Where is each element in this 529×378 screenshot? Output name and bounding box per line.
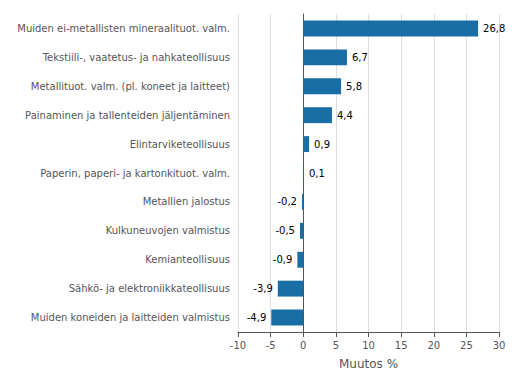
svg-text:-0,2: -0,2 <box>277 196 297 207</box>
svg-text:4,4: 4,4 <box>337 110 353 121</box>
svg-text:10: 10 <box>362 340 375 351</box>
svg-text:Muiden koneiden ja laitteiden: Muiden koneiden ja laitteiden valmistus <box>31 312 230 323</box>
svg-text:Metallituot. valm. (pl. koneet: Metallituot. valm. (pl. koneet ja laitte… <box>31 81 230 92</box>
svg-text:26,8: 26,8 <box>483 23 505 34</box>
svg-text:5,8: 5,8 <box>346 81 362 92</box>
svg-text:-3,9: -3,9 <box>253 283 273 294</box>
svg-text:Kulkuneuvojen valmistus: Kulkuneuvojen valmistus <box>106 225 230 236</box>
svg-text:Kemianteollisuus: Kemianteollisuus <box>145 254 230 265</box>
svg-text:-10: -10 <box>230 340 246 351</box>
svg-text:0: 0 <box>300 340 306 351</box>
svg-text:5: 5 <box>333 340 339 351</box>
svg-text:-4,9: -4,9 <box>247 312 267 323</box>
svg-text:0,1: 0,1 <box>309 168 325 179</box>
svg-text:-5: -5 <box>266 340 276 351</box>
svg-text:-0,5: -0,5 <box>275 225 295 236</box>
svg-text:-0,9: -0,9 <box>273 254 293 265</box>
svg-text:Elintarviketeollisuus: Elintarviketeollisuus <box>130 139 230 150</box>
svg-text:Tekstiili-, vaatetus- ja nahka: Tekstiili-, vaatetus- ja nahkateollisuus <box>42 52 230 63</box>
svg-text:25: 25 <box>460 340 473 351</box>
svg-text:6,7: 6,7 <box>352 52 368 63</box>
svg-text:Painaminen ja tallenteiden jäl: Painaminen ja tallenteiden jäljentäminen <box>25 110 230 121</box>
svg-text:30: 30 <box>493 340 506 351</box>
svg-text:Metallien jalostus: Metallien jalostus <box>143 196 230 207</box>
svg-text:20: 20 <box>427 340 440 351</box>
svg-text:15: 15 <box>395 340 408 351</box>
svg-text:Muutos %: Muutos % <box>339 357 398 371</box>
svg-text:Paperin, paperi- ja kartonkitu: Paperin, paperi- ja kartonkituot. valm. <box>40 168 230 179</box>
svg-text:0,9: 0,9 <box>314 139 330 150</box>
svg-text:Muiden ei-metallisten mineraal: Muiden ei-metallisten mineraalituot. val… <box>17 23 230 34</box>
svg-text:Sähkö- ja elektroniikkateollis: Sähkö- ja elektroniikkateollisuus <box>69 283 230 294</box>
